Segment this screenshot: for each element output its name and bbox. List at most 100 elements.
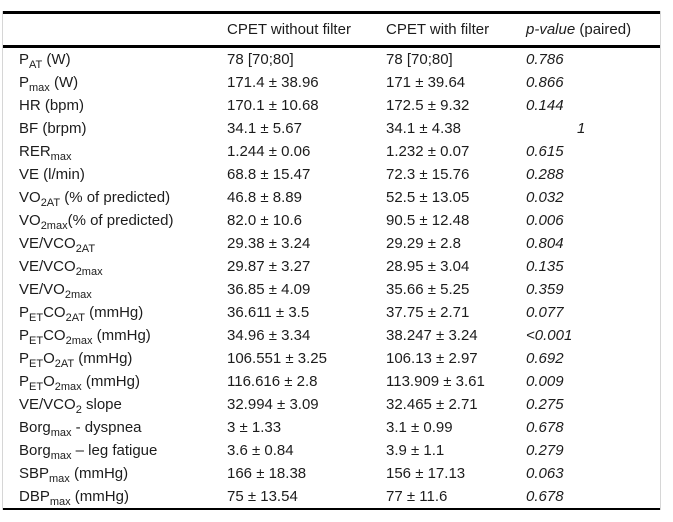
table-row: PETCO2AT (mmHg) 36.611 ± 3.5 37.75 ± 2.71 0… [3,301,660,324]
cell-with-filter: 34.1 ± 4.38 [386,120,461,137]
header-cpet-without-filter: CPET without filter [227,12,386,48]
row-label-subscript: ET [29,335,44,347]
row-label-text: slope [81,396,122,413]
row-label: VE (l/min) [3,163,227,186]
row-label-text: (mmHg) [70,488,129,505]
row-label: PETCO2max (mmHg) [3,324,227,347]
row-label: VE/VCO2 slope [3,393,227,416]
cell-p-value: 0.006 [526,212,564,229]
cell-without-filter: 46.8 ± 8.89 [227,189,302,206]
table-row: Borgmax – leg fatigue 3.6 ± 0.84 3.9 ± 1.1… [3,439,660,462]
row-label-text: VE/VCO [19,258,76,275]
cell-without-filter: 36.85 ± 4.09 [227,281,311,298]
row-label-text: CO [43,304,66,321]
cell-p-value: 0.804 [526,235,564,252]
row-label-subscript: ET [29,381,44,393]
cell-p-value: 0.144 [526,97,564,114]
table-row: VE (l/min) 68.8 ± 15.47 72.3 ± 15.76 0.288 [3,163,660,186]
table-header: CPET without filter CPET with filter p-v… [3,12,660,48]
cell-without-filter: 36.611 ± 3.5 [227,304,310,321]
header-p-value: p-value (paired) [526,12,660,48]
table-row: VE/VO2max 36.85 ± 4.09 35.66 ± 5.25 0.359 [3,278,660,301]
cell-with-filter: 171 ± 39.64 [386,74,466,91]
cell-with-filter: 35.66 ± 5.25 [386,281,470,298]
cell-with-filter: 32.465 ± 2.71 [386,396,478,413]
row-label-text: VE (l/min) [19,166,85,183]
header-cpet-with-filter: CPET with filter [386,12,526,48]
cell-p-value: 0.032 [526,189,564,206]
row-label-text: P [19,350,30,367]
row-label-text: VE/VO [19,281,65,298]
cell-p-value: 0.359 [526,281,564,298]
row-label-text: - dyspnea [71,419,142,436]
cell-without-filter: 166 ± 18.38 [227,465,307,482]
row-label-subscript: 2AT [54,358,75,370]
cell-p-value: 0.275 [526,396,564,413]
row-label: BF (brpm) [3,117,227,140]
row-label-text: Borg [19,442,51,459]
row-label-text: VE/VCO [19,235,76,252]
cell-without-filter: 171.4 ± 38.96 [227,74,319,91]
table-row: PAT (W) 78 [70;80] 78 [70;80] 0.786 [3,47,660,72]
cell-p-value: 0.678 [526,488,564,505]
table-body: PAT (W) 78 [70;80] 78 [70;80] 0.786 Pmax (W)… [3,47,660,510]
row-label-text: DBP [19,488,50,505]
row-label-subscript: max [50,151,72,163]
row-label-text: VO [19,189,41,206]
row-label: SBPmax (mmHg) [3,462,227,485]
cell-without-filter: 170.1 ± 10.68 [227,97,319,114]
row-label-subscript: 2max [75,266,103,278]
row-label-text: (W) [49,74,79,91]
row-label-subscript: max [50,450,72,462]
cell-with-filter: 156 ± 17.13 [386,465,466,482]
row-label-subscript: 2AT [65,312,85,324]
cell-with-filter: 37.75 ± 2.71 [386,304,470,321]
cpet-comparison-table-wrapper: CPET without filter CPET with filter p-v… [2,11,661,510]
cell-p-value: 0.077 [526,304,564,321]
row-label: PETO2AT (mmHg) [3,347,227,370]
cell-p-value: 0.692 [526,350,564,367]
header-row: CPET without filter CPET with filter p-v… [3,12,660,48]
row-label-text: (W) [42,51,71,68]
table-row: PETO2AT (mmHg) 106.551 ± 3.25 106.13 ± 2.9… [3,347,660,370]
p-value-paired-suffix: (paired) [575,21,632,38]
row-label-subscript: ET [29,312,44,324]
row-label-text: – leg fatigue [71,442,158,459]
p-value-label: p-value [526,21,576,38]
cell-p-value: 0.009 [526,373,564,390]
row-label: PETCO2AT (mmHg) [3,301,227,324]
row-label-text: P [19,373,30,390]
row-label: VE/VCO2AT [3,232,227,255]
row-label-text: (mmHg) [84,304,144,321]
row-label-subscript: max [50,427,72,439]
row-label-text: P [19,304,30,321]
cell-p-value: 0.615 [526,143,564,160]
cell-without-filter: 1.244 ± 0.06 [227,143,311,160]
row-label-subscript: max [49,496,71,508]
cell-without-filter: 106.551 ± 3.25 [227,350,327,367]
cpet-comparison-table: CPET without filter CPET with filter p-v… [3,11,660,510]
row-label-subscript: 2max [40,220,68,232]
cell-p-value: 0.786 [526,51,564,68]
cell-p-value: 0.866 [526,74,564,91]
row-label: VO2max(% of predicted) [3,209,227,232]
row-label-subscript: 2max [64,289,92,301]
cell-without-filter: 75 ± 13.54 [227,488,298,505]
row-label-text: O [43,373,55,390]
row-label-subscript: 2max [54,381,82,393]
row-label-subscript: 2AT [75,243,96,255]
row-label-text: SBP [19,465,50,482]
row-label: VE/VCO2max [3,255,227,278]
row-label-text: VE/VCO [19,396,76,413]
row-label-text: (% of predicted) [60,189,171,206]
row-label-text: VO [19,212,41,229]
row-label: Pmax (W) [3,71,227,94]
cell-without-filter: 34.1 ± 5.67 [227,120,302,137]
cell-without-filter: 78 [70;80] [227,51,294,68]
table-row: HR (bpm) 170.1 ± 10.68 172.5 ± 9.32 0.144 [3,94,660,117]
table-row: VO2AT (% of predicted) 46.8 ± 8.89 52.5 ± … [3,186,660,209]
row-label-text: CO [43,327,66,344]
row-label-text: (mmHg) [81,373,140,390]
row-label-text: HR (bpm) [19,97,85,114]
cell-with-filter: 106.13 ± 2.97 [386,350,478,367]
